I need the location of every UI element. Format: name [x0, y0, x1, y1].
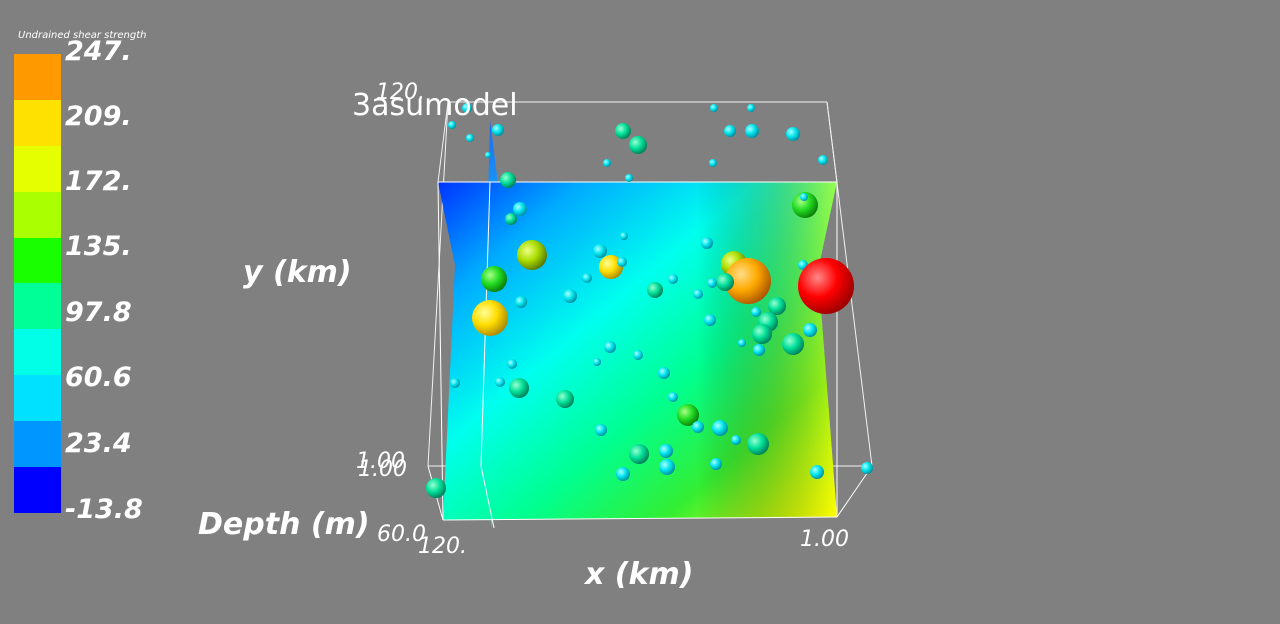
legend-swatch — [14, 54, 61, 100]
legend-tick-label: 23.4 — [65, 428, 132, 459]
x-axis-right-tick: 1.00 — [800, 527, 849, 552]
legend-tick-label: -13.8 — [65, 494, 143, 525]
legend-tick-label: 247. — [65, 36, 132, 67]
x-axis-label: x (km) — [585, 557, 694, 592]
bounding-box-front — [427, 181, 873, 529]
legend-swatch — [14, 99, 61, 146]
legend-tick-label: 97.8 — [65, 297, 132, 328]
legend-swatch — [14, 329, 61, 376]
legend-tick-label: 209. — [65, 101, 132, 132]
y-axis-top-tick: 120. — [376, 80, 425, 105]
legend-swatch — [14, 283, 61, 330]
legend-tick-label: 60.6 — [65, 362, 132, 393]
legend-swatch — [14, 375, 61, 422]
model-name-label: 3asumodel — [352, 88, 518, 123]
y-axis-label: y (km) — [243, 255, 352, 290]
legend-swatch — [14, 145, 61, 192]
x-axis-left-tick: 120. — [418, 534, 467, 559]
legend-title: Undrained shear strength — [18, 30, 147, 41]
color-legend-bar — [14, 54, 61, 513]
legend-swatch — [14, 421, 61, 468]
y-axis-bottom-tick-2: 1.00 — [358, 457, 407, 482]
depth-axis-tick: 60.0 — [377, 522, 426, 547]
legend-tick-label: 172. — [65, 166, 132, 197]
legend-swatch — [14, 237, 61, 284]
sphere-markers — [426, 103, 873, 498]
y-axis-bottom-tick: 1.00 — [356, 449, 405, 474]
legend-tick-label: 135. — [65, 231, 132, 262]
legend-swatch — [14, 467, 61, 513]
legend-swatch — [14, 191, 61, 238]
depth-axis-label: Depth (m) — [198, 507, 370, 542]
